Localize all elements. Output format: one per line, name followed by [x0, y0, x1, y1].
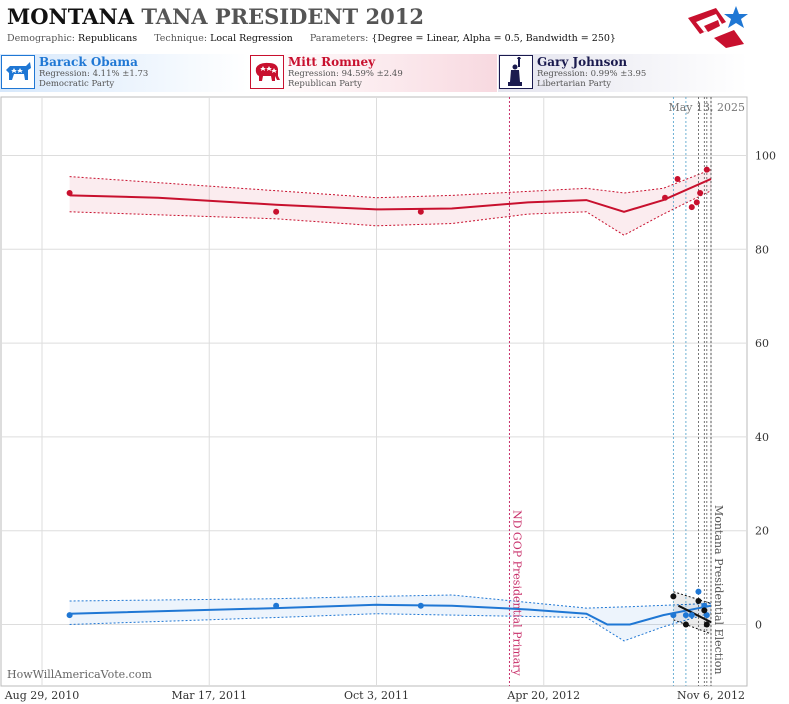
gary-johnson-poll-point	[703, 621, 710, 628]
mitt-romney-band-fill	[69, 169, 712, 236]
mitt-romney-trend-line	[69, 177, 712, 213]
candidate-party: Democratic Party	[39, 79, 115, 89]
barack-obama-poll-point	[66, 612, 73, 619]
x-tick-label: Apr 20, 2012	[506, 689, 580, 702]
date-stamp: May 13, 2025	[668, 101, 745, 114]
barack-obama-poll-point	[701, 602, 708, 609]
y-tick-label: 0	[755, 619, 762, 632]
x-tick-label: Mar 17, 2011	[171, 689, 247, 702]
donkey-icon	[1, 55, 35, 89]
barack-obama-trend-line	[69, 603, 712, 626]
y-tick-label: 20	[755, 525, 769, 538]
demographic-label: Demographic:	[7, 33, 76, 44]
gary-johnson-poll-point	[682, 621, 689, 628]
gary-johnson-upper-bound	[673, 591, 712, 604]
mitt-romney-poll-point	[688, 204, 695, 211]
candidate-name: Mitt Romney	[288, 55, 376, 69]
parameters-line: Demographic: Republicans Technique: Loca…	[7, 33, 630, 44]
candidate-party: Libertarian Party	[537, 79, 612, 89]
barack-obama-poll-point	[670, 612, 677, 619]
candidate-cards: Barack Obama Regression: 4.11% ±1.73 Dem…	[0, 54, 789, 94]
mitt-romney-poll-point	[417, 208, 424, 215]
candidate-regression: Regression: 0.99% ±3.95	[537, 69, 647, 79]
title-state: MONTANA	[7, 4, 134, 29]
mitt-romney-poll-point	[273, 208, 280, 215]
site-logo-icon[interactable]	[686, 4, 750, 48]
gary-johnson-trend-line	[677, 604, 712, 624]
technique-label: Technique:	[154, 33, 208, 44]
candidate-card-obama[interactable]: Barack Obama Regression: 4.11% ±1.73 Dem…	[0, 54, 248, 92]
demographic-value: Republicans	[78, 33, 138, 44]
gary-johnson-poll-point	[701, 607, 708, 614]
barack-obama-poll-point	[688, 612, 695, 619]
grid	[1, 97, 747, 686]
barack-obama-poll-point	[273, 602, 280, 609]
candidate-card-romney[interactable]: Mitt Romney Regression: 94.59% ±2.49 Rep…	[249, 54, 497, 92]
x-tick-label: Nov 6, 2012	[677, 689, 745, 702]
page-title: MONTANA TANA PRESIDENT 2012	[7, 4, 424, 29]
title-year: 2012	[365, 4, 424, 29]
y-tick-label: 40	[755, 431, 769, 444]
parameters-label: Parameters:	[309, 33, 369, 44]
technique-value: Local Regression	[210, 33, 293, 44]
barack-obama-poll-point	[682, 612, 689, 619]
elephant-icon	[250, 55, 284, 89]
regression-chart[interactable]: ND GOP Presidential Primary Montana Presi…	[0, 96, 789, 704]
gary-johnson-lower-bound	[673, 619, 712, 635]
y-tick-label: 80	[755, 243, 769, 256]
candidate-regression: Regression: 4.11% ±1.73	[39, 69, 149, 79]
watermark: HowWillAmericaVote.com	[7, 668, 152, 681]
mitt-romney-poll-point	[703, 166, 710, 173]
mitt-romney-lower-bound	[69, 190, 712, 236]
candidate-name: Gary Johnson	[537, 55, 628, 69]
x-tick-label: Oct 3, 2011	[344, 689, 409, 702]
mitt-romney-poll-point	[674, 175, 681, 182]
mitt-romney-poll-point	[662, 194, 669, 201]
poll-points	[66, 166, 710, 628]
barack-obama-lower-bound	[69, 612, 712, 642]
candidate-regression: Regression: 94.59% ±2.49	[288, 69, 403, 79]
gary-johnson-poll-point	[695, 598, 702, 605]
event-label: Montana Presidential Election	[712, 505, 725, 674]
header: MONTANA TANA PRESIDENT 2012 Demographic:…	[0, 0, 789, 52]
plot-area	[0, 96, 748, 687]
gary-johnson-poll-point	[670, 593, 677, 600]
barack-obama-upper-bound	[69, 594, 712, 609]
mitt-romney-poll-point	[693, 199, 700, 206]
barack-obama-poll-point	[417, 602, 424, 609]
candidate-card-johnson[interactable]: Gary Johnson Regression: 0.99% ±3.95 Lib…	[498, 54, 748, 92]
trend-lines	[69, 177, 712, 626]
x-axis: Aug 29, 2010 Mar 17, 2011 Oct 3, 2011 Apr 2…	[4, 689, 745, 702]
mitt-romney-poll-point	[697, 190, 704, 197]
y-tick-label: 100	[755, 150, 776, 163]
candidate-party: Republican Party	[288, 79, 362, 89]
candidate-name: Barack Obama	[39, 55, 138, 69]
barack-obama-poll-point	[695, 588, 702, 595]
barack-obama-poll-point	[703, 612, 710, 619]
mitt-romney-upper-bound	[69, 169, 712, 199]
title-race: TANA PRESIDENT	[141, 4, 359, 29]
y-tick-label: 60	[755, 337, 769, 350]
y-axis: 0 20 40 60 80 100	[755, 150, 776, 632]
parameters-value: {Degree = Linear, Alpha = 0.5, Bandwidth…	[371, 33, 616, 44]
barack-obama-band-fill	[69, 595, 712, 641]
statue-of-liberty-icon	[499, 55, 533, 89]
event-markers: ND GOP Presidential Primary Montana Presi…	[508, 97, 725, 686]
mitt-romney-poll-point	[66, 190, 73, 197]
x-tick-label: Aug 29, 2010	[4, 689, 80, 702]
event-label: ND GOP Presidential Primary	[510, 510, 523, 677]
